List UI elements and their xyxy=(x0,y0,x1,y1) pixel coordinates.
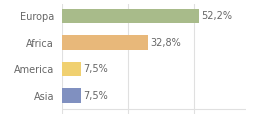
Text: 52,2%: 52,2% xyxy=(202,11,232,21)
Text: 7,5%: 7,5% xyxy=(83,64,108,74)
Bar xyxy=(62,62,81,76)
Text: 32,8%: 32,8% xyxy=(150,38,181,48)
Text: 7,5%: 7,5% xyxy=(83,91,108,101)
Bar xyxy=(62,9,199,23)
Bar xyxy=(62,35,148,50)
Bar xyxy=(62,88,81,103)
